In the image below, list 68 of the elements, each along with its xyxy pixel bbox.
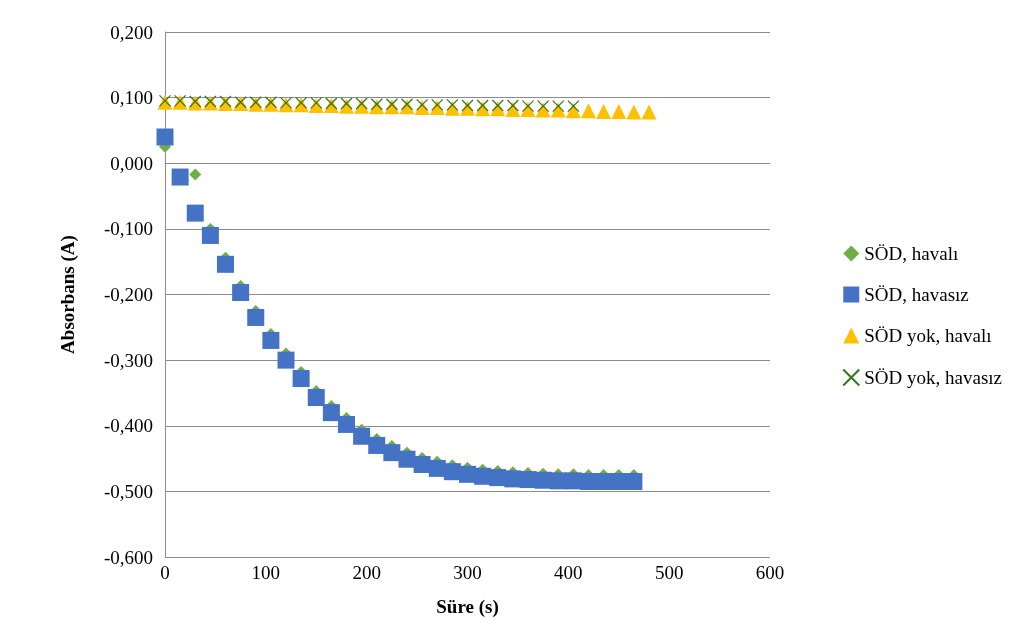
y-tick-label: 0,100 — [110, 87, 153, 109]
legend-label: SÖD yok, havalı — [864, 325, 992, 346]
point — [171, 168, 189, 186]
legend-label: SÖD, havalı — [864, 243, 959, 264]
point — [460, 100, 475, 116]
point — [398, 450, 416, 468]
point — [217, 255, 234, 273]
point — [506, 99, 520, 112]
point — [400, 98, 414, 111]
y-tick-label: 0,200 — [110, 21, 153, 43]
point — [186, 204, 204, 222]
point — [340, 97, 353, 110]
legend-label: SÖD, havasız — [864, 284, 969, 305]
point — [353, 427, 371, 445]
point — [626, 104, 642, 120]
point — [368, 436, 386, 454]
point — [428, 459, 446, 477]
point — [491, 99, 504, 112]
point — [232, 284, 250, 302]
x-tick-label: 0 — [160, 562, 170, 583]
point — [641, 104, 657, 120]
point — [413, 455, 431, 473]
point — [339, 98, 354, 114]
x-tick-label: 200 — [352, 562, 381, 583]
point — [443, 463, 461, 481]
point — [625, 473, 643, 491]
y-tick-label: -0,500 — [103, 480, 153, 502]
point — [385, 98, 399, 111]
legend-label: SÖD yok, havasız — [864, 367, 1002, 388]
x-tick-label: 600 — [755, 562, 785, 583]
point — [156, 128, 174, 146]
y-tick-label: -0,400 — [103, 415, 153, 437]
point — [552, 100, 565, 113]
point — [521, 100, 535, 113]
point — [338, 415, 355, 433]
y-axis-title: Absorbans (A) — [57, 235, 79, 354]
point — [431, 98, 444, 111]
point — [322, 404, 340, 422]
point — [262, 331, 280, 349]
point — [504, 470, 522, 488]
point — [292, 370, 310, 387]
y-tick-label: -0,100 — [103, 218, 153, 240]
point — [611, 103, 627, 119]
x-axis-title: Süre (s) — [436, 596, 499, 618]
point — [307, 389, 325, 407]
y-tick-label: -0,600 — [103, 546, 153, 568]
point — [415, 98, 429, 111]
x-tick-label: 500 — [654, 562, 684, 583]
point — [189, 168, 202, 181]
x-tick-label: 100 — [251, 562, 281, 583]
y-tick-label: -0,300 — [103, 349, 153, 371]
point — [383, 444, 401, 462]
point — [581, 103, 596, 119]
point — [355, 97, 368, 110]
point — [567, 100, 580, 113]
point — [247, 308, 265, 326]
y-tick-label: -0,200 — [103, 284, 153, 305]
point — [446, 98, 459, 111]
point — [219, 95, 232, 108]
point — [461, 99, 474, 112]
point — [201, 226, 219, 244]
point — [596, 103, 612, 119]
point — [370, 98, 383, 111]
x-tick-label: 300 — [453, 562, 482, 583]
y-tick-label: 0,000 — [110, 152, 153, 174]
x-tick-label: 400 — [554, 562, 583, 583]
point — [277, 351, 295, 369]
point — [476, 99, 489, 112]
